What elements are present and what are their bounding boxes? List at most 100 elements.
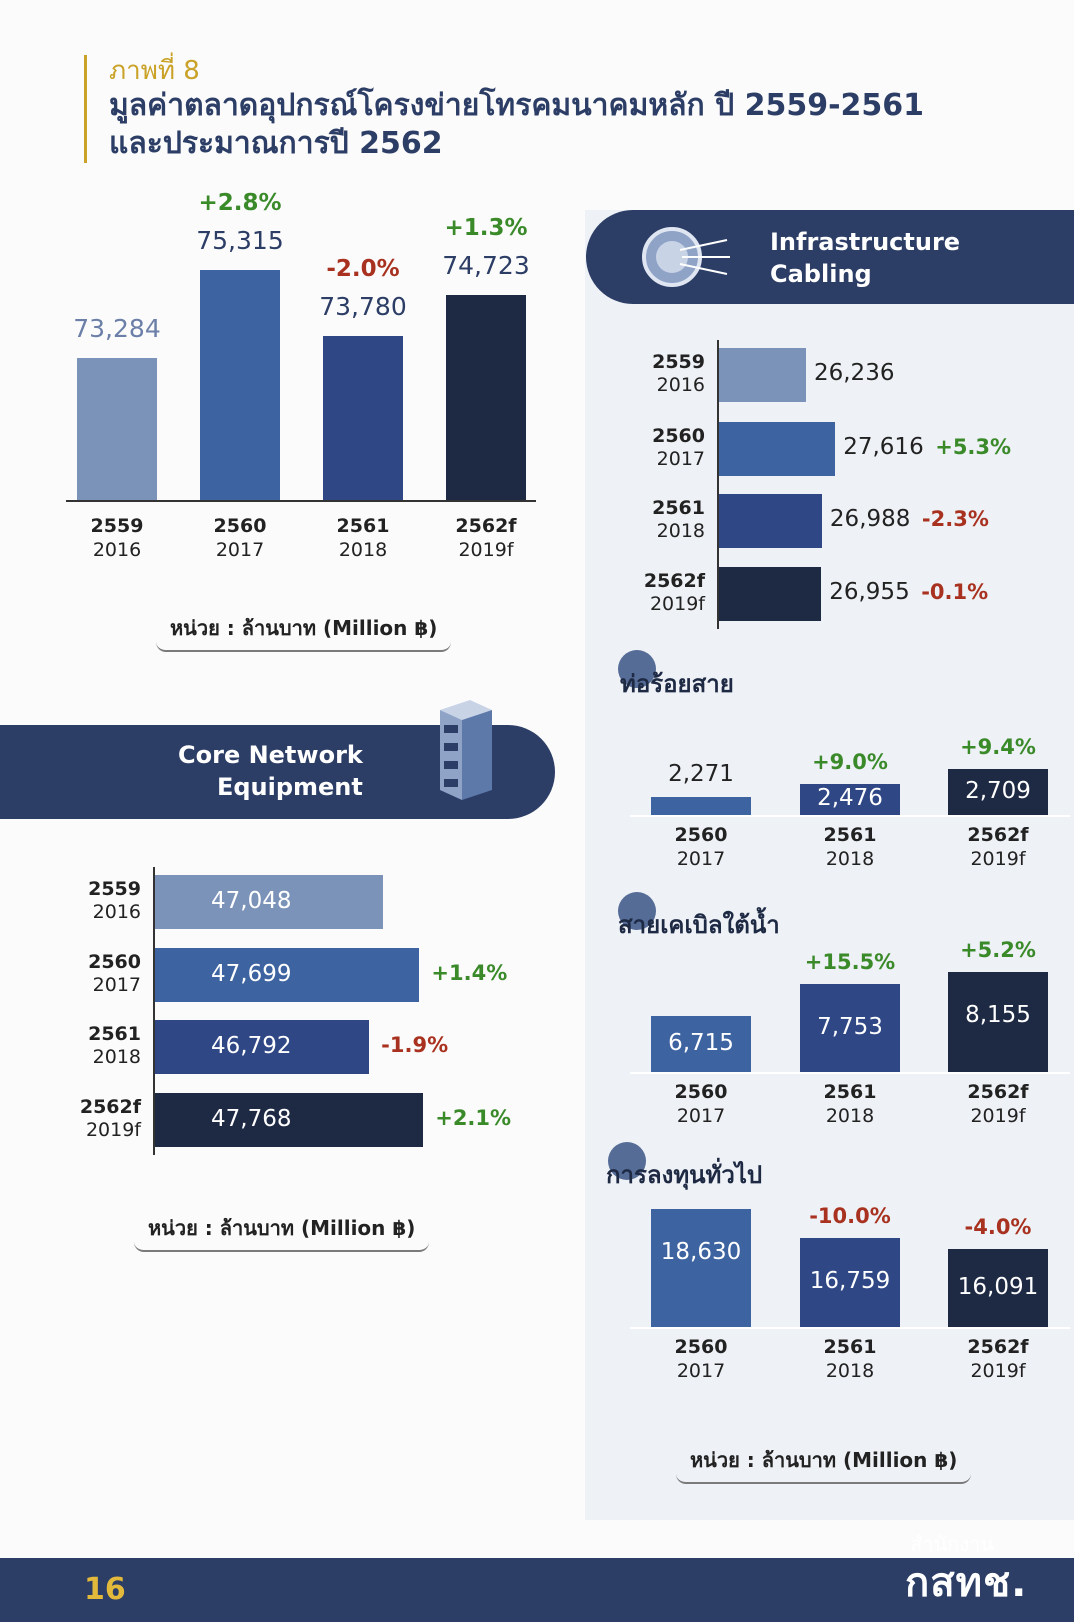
y-axis-line bbox=[717, 340, 719, 629]
footer-bar bbox=[0, 1558, 1074, 1622]
x-tick-year-ad: 2019f bbox=[970, 1360, 1026, 1382]
infrastructure-cabling-banner: Infrastructure Cabling bbox=[586, 210, 1074, 304]
x-tick-label: 2562f 2019f bbox=[431, 514, 541, 562]
growth-label: +9.4% bbox=[960, 735, 1036, 759]
banner-title-line: Cabling bbox=[770, 260, 872, 288]
x-tick-year-be: 2561 bbox=[823, 1336, 877, 1358]
chart-bar bbox=[800, 984, 900, 1072]
x-tick-year-be: 2561 bbox=[823, 824, 877, 846]
value-label: 47,048 bbox=[211, 888, 292, 914]
x-tick-year-be: 2560 bbox=[213, 515, 267, 537]
core-network-banner: Core Network Equipment bbox=[0, 700, 555, 819]
y-tick-label: 2560 2017 bbox=[625, 425, 705, 471]
x-tick-year-ad: 2018 bbox=[825, 1360, 875, 1382]
chart-bar bbox=[719, 422, 836, 476]
organization-label: สำนักงาน bbox=[910, 1532, 994, 1556]
chart-bar bbox=[800, 783, 900, 815]
growth-label: -0.1% bbox=[921, 580, 989, 604]
chart-bar bbox=[155, 1093, 424, 1147]
y-tick-year-ad: 2018 bbox=[656, 520, 705, 542]
y-tick-year-be: 2560 bbox=[88, 951, 141, 973]
y-tick-label: 2561 2018 bbox=[61, 1023, 141, 1069]
figure-label: ภาพที่ 8 bbox=[109, 56, 200, 86]
x-tick-year-ad: 2018 bbox=[338, 539, 388, 561]
x-tick-label: 2560 2017 bbox=[646, 823, 756, 871]
growth-label: -2.0% bbox=[326, 256, 400, 283]
value-label: 2,709 bbox=[965, 778, 1031, 804]
chart-bar bbox=[323, 336, 403, 500]
chart-bar bbox=[446, 295, 526, 500]
x-tick-year-ad: 2019f bbox=[970, 1105, 1026, 1127]
x-tick-year-be: 2560 bbox=[674, 1081, 728, 1103]
growth-label: -1.9% bbox=[381, 1033, 449, 1057]
y-tick-year-be: 2560 bbox=[652, 425, 705, 447]
y-tick-year-ad: 2018 bbox=[92, 1046, 141, 1068]
y-tick-label: 2559 2016 bbox=[61, 878, 141, 924]
page-number: 16 bbox=[84, 1572, 126, 1607]
value-label: 26,236 bbox=[813, 360, 895, 386]
x-tick-year-ad: 2019f bbox=[458, 539, 514, 561]
x-tick-label: 2562f 2019f bbox=[943, 823, 1053, 871]
y-tick-year-ad: 2017 bbox=[656, 448, 705, 470]
x-tick-label: 2562f 2019f bbox=[943, 1080, 1053, 1128]
growth-label: +2.1% bbox=[435, 1106, 512, 1130]
y-tick-label: 2562f 2019f bbox=[625, 570, 705, 616]
x-tick-year-ad: 2018 bbox=[825, 1105, 875, 1127]
x-tick-year-ad: 2019f bbox=[970, 848, 1026, 870]
y-tick-year-be: 2559 bbox=[652, 351, 705, 373]
value-label: 46,792 bbox=[211, 1033, 292, 1059]
x-tick-label: 2562f 2019f bbox=[943, 1335, 1053, 1383]
baseline bbox=[630, 815, 1070, 817]
y-tick-label: 2561 2018 bbox=[625, 497, 705, 543]
y-tick-year-be: 2561 bbox=[88, 1023, 141, 1045]
growth-label: +15.5% bbox=[804, 950, 896, 975]
y-tick-year-be: 2562f bbox=[79, 1096, 141, 1118]
x-tick-label: 2561 2018 bbox=[795, 823, 905, 871]
x-tick-label: 2559 2016 bbox=[62, 514, 172, 562]
y-tick-year-be: 2559 bbox=[88, 878, 141, 900]
growth-label: +1.3% bbox=[444, 215, 528, 242]
x-tick-year-ad: 2017 bbox=[676, 1105, 726, 1127]
value-label: 73,780 bbox=[319, 292, 407, 322]
conduit-title: ท่อร้อยสาย bbox=[620, 670, 734, 698]
x-tick-year-be: 2562f bbox=[455, 515, 517, 537]
x-tick-year-be: 2562f bbox=[967, 1081, 1029, 1103]
y-tick-year-ad: 2016 bbox=[656, 374, 705, 396]
chart-bar bbox=[651, 1016, 751, 1072]
y-tick-year-be: 2561 bbox=[652, 497, 705, 519]
server-rack-icon bbox=[440, 700, 492, 800]
banner-title-line: Core Network bbox=[178, 741, 363, 769]
value-label: 6,715 bbox=[668, 1030, 734, 1056]
value-label: 27,616 bbox=[843, 434, 924, 460]
chart-bar bbox=[948, 972, 1048, 1072]
core-banner-title: Core Network Equipment bbox=[178, 739, 363, 803]
x-tick-year-ad: 2017 bbox=[215, 539, 265, 561]
y-tick-label: 2562f 2019f bbox=[61, 1096, 141, 1142]
x-tick-label: 2560 2017 bbox=[646, 1335, 756, 1383]
value-label: 75,315 bbox=[196, 225, 284, 255]
x-tick-label: 2561 2018 bbox=[795, 1335, 905, 1383]
growth-label: +9.0% bbox=[812, 749, 888, 774]
y-tick-year-ad: 2019f bbox=[649, 593, 705, 615]
growth-label: +1.4% bbox=[431, 961, 508, 985]
x-tick-year-ad: 2016 bbox=[92, 539, 142, 561]
chart-bar bbox=[155, 1020, 370, 1074]
value-label: 7,753 bbox=[817, 1014, 883, 1041]
chart-bar bbox=[800, 1238, 900, 1327]
section-dot-icon bbox=[608, 1142, 646, 1180]
x-tick-year-be: 2560 bbox=[674, 1336, 728, 1358]
submarine-cable-title: สายเคเบิลใต้น้ำ bbox=[618, 911, 780, 939]
y-tick-year-ad: 2016 bbox=[92, 901, 141, 923]
x-tick-year-be: 2562f bbox=[967, 1336, 1029, 1358]
section-dot-icon bbox=[618, 650, 656, 688]
chart-bar bbox=[77, 357, 157, 500]
page-title-line1: มูลค่าตลาดอุปกรณ์โครงข่ายโทรคมนาคมหลัก ป… bbox=[109, 88, 925, 123]
x-tick-year-ad: 2017 bbox=[676, 848, 726, 870]
growth-label: -4.0% bbox=[964, 1215, 1032, 1239]
growth-label: -10.0% bbox=[809, 1204, 891, 1229]
chart-bar bbox=[719, 348, 806, 402]
title-block: ภาพที่ 8 มูลค่าตลาดอุปกรณ์โครงข่ายโทรคมน… bbox=[84, 55, 924, 163]
x-tick-year-be: 2560 bbox=[674, 824, 728, 846]
value-label: 16,091 bbox=[957, 1274, 1039, 1300]
baseline bbox=[630, 1072, 1070, 1074]
